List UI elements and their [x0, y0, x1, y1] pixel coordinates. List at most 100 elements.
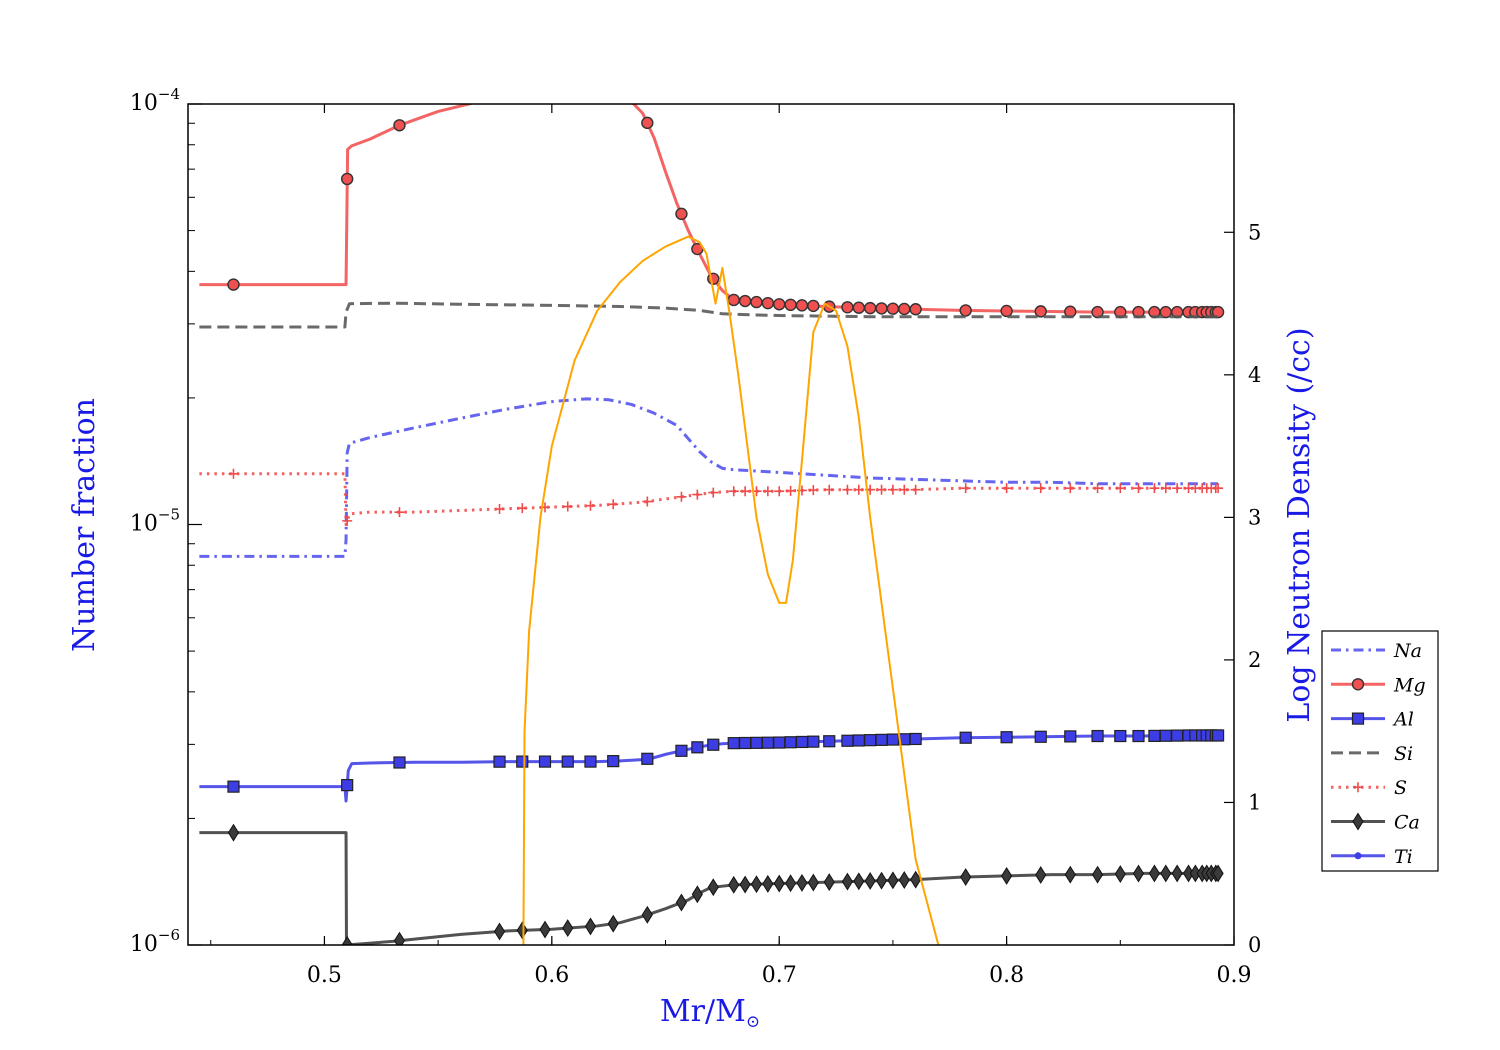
- legend-item-si: Si: [1331, 743, 1413, 765]
- data-point: [393, 756, 406, 769]
- data-point: [1114, 865, 1126, 883]
- data-point: [1000, 304, 1013, 318]
- legend-item-al: Al: [1331, 709, 1414, 731]
- data-point: [1133, 483, 1144, 494]
- legend-item-ca: Ca: [1331, 812, 1420, 834]
- data-point: [853, 872, 865, 891]
- data-point: [852, 734, 865, 747]
- data-point: [538, 755, 552, 768]
- data-point: [807, 299, 820, 313]
- data-point: [863, 301, 877, 315]
- legend-label: S: [1394, 777, 1407, 799]
- data-point: [761, 296, 775, 310]
- y2-tick-label: 5: [1248, 220, 1261, 244]
- data-point: [739, 736, 752, 750]
- data-point: [584, 755, 597, 768]
- data-point: [707, 878, 719, 897]
- data-point: [675, 744, 688, 757]
- series-si: [199, 301, 1219, 329]
- data-point: [1001, 866, 1013, 885]
- y2-axis-title: Log Neutron Density (/cc): [1282, 327, 1317, 722]
- data-point: [692, 489, 703, 500]
- data-point: [516, 755, 529, 768]
- data-point: [1035, 866, 1047, 884]
- data-point: [641, 116, 654, 130]
- data-point: [875, 302, 888, 315]
- data-point: [886, 302, 900, 315]
- series-neutron-density: [522, 235, 940, 945]
- data-point: [887, 871, 899, 890]
- y-tick-label: 10−6: [130, 926, 180, 957]
- data-point: [1211, 305, 1225, 319]
- series-al: [199, 729, 1225, 803]
- data-point: [1160, 483, 1171, 494]
- data-point: [727, 293, 740, 307]
- data-point: [691, 885, 703, 904]
- data-point: [1001, 483, 1012, 494]
- y-tick-label: 10−4: [130, 85, 180, 116]
- data-point: [739, 875, 751, 894]
- data-point: [561, 755, 574, 768]
- y-axis-title: Number fraction: [67, 398, 102, 652]
- data-point: [886, 733, 900, 746]
- data-point: [738, 294, 752, 308]
- data-point: [494, 504, 505, 515]
- series-line: [522, 235, 940, 945]
- data-point: [784, 298, 797, 312]
- data-point: [1148, 729, 1161, 742]
- data-point: [959, 304, 972, 317]
- data-point: [708, 487, 719, 498]
- data-point: [773, 298, 786, 311]
- legend-item-mg: Mg: [1331, 674, 1426, 696]
- data-point: [1212, 864, 1224, 883]
- data-point: [842, 484, 853, 495]
- legend-label: Ti: [1394, 846, 1413, 868]
- data-point: [341, 936, 353, 945]
- data-point: [1171, 864, 1183, 883]
- data-point: [340, 172, 354, 186]
- x-tick-label: 0.7: [762, 963, 797, 988]
- legend-label: Mg: [1393, 674, 1426, 696]
- data-point: [898, 302, 911, 316]
- data-point: [823, 735, 836, 748]
- data-point: [493, 755, 506, 768]
- data-point: [227, 278, 240, 291]
- data-point: [642, 496, 653, 507]
- legend-marker: [1353, 782, 1363, 793]
- data-point: [784, 736, 797, 749]
- legend-marker: [1354, 852, 1362, 860]
- x-tick-label: 0.5: [307, 963, 342, 988]
- data-point: [641, 752, 654, 765]
- data-point: [1000, 731, 1013, 744]
- data-point: [910, 484, 921, 495]
- data-point: [1159, 729, 1172, 742]
- data-point: [1092, 483, 1103, 494]
- y2-tick-label: 4: [1248, 363, 1261, 387]
- data-point: [875, 871, 888, 890]
- data-point: [824, 484, 835, 495]
- data-point: [1213, 483, 1224, 494]
- data-point: [784, 874, 797, 893]
- data-point: [707, 738, 720, 751]
- legend-label: Ca: [1394, 812, 1420, 834]
- data-point: [691, 741, 704, 754]
- data-point: [728, 875, 740, 894]
- legend-item-s: S: [1331, 777, 1407, 799]
- data-point: [1034, 305, 1047, 318]
- data-point: [864, 872, 876, 890]
- data-point: [607, 914, 619, 933]
- data-point: [795, 735, 809, 749]
- data-point: [875, 733, 888, 746]
- data-point: [785, 485, 796, 496]
- axis-ticks: 0.5 0.6 0.7 0.8 0.9 10−4 10−5 10−6 0 1 2 3 4 5: [130, 85, 1262, 988]
- data-point: [1160, 864, 1172, 883]
- series-line: [199, 104, 1219, 314]
- data-point: [607, 755, 620, 768]
- series-line: [199, 301, 1219, 329]
- data-point: [807, 735, 820, 748]
- data-point: [539, 920, 551, 939]
- x-axis-title: Mr/M⊙: [660, 994, 760, 1032]
- data-point: [1115, 483, 1126, 494]
